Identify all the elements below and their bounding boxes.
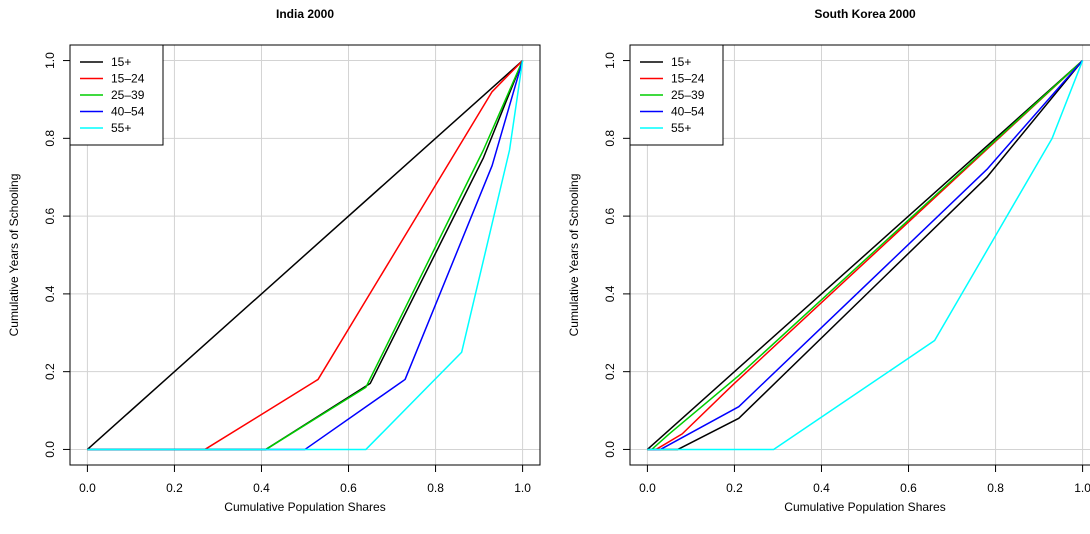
- korea-x-tick-label: 1.0: [1074, 481, 1090, 495]
- india-x-tick-label: 0.8: [427, 481, 444, 495]
- india-legend-label-4: 55+: [111, 121, 131, 135]
- korea-y-tick-label: 0.8: [603, 130, 617, 147]
- korea-equality-line: [646, 59, 1084, 451]
- india-equality-line: [86, 59, 524, 451]
- india-x-tick-label: 0.4: [253, 481, 270, 495]
- korea-x-tick-label: 0.2: [726, 481, 743, 495]
- india-x-tick-label: 0.2: [166, 481, 183, 495]
- india-legend-label-0: 15+: [111, 55, 131, 69]
- korea-y-tick-label: 0.0: [603, 441, 617, 458]
- korea-legend-label-4: 55+: [671, 121, 691, 135]
- korea-y-tick-label: 0.6: [603, 207, 617, 224]
- korea-plot-frame: [629, 44, 1090, 466]
- india-y-tick-label: 0.4: [43, 285, 57, 302]
- india-y-tick-label: 0.6: [43, 207, 57, 224]
- india-y-tick-label: 0.8: [43, 130, 57, 147]
- korea-chart-title: South Korea 2000: [814, 7, 916, 21]
- korea-y-axis-label: Cumulative Years of Schooling: [567, 174, 581, 337]
- india-x-tick-label: 1.0: [514, 481, 531, 495]
- india-x-axis-label: Cumulative Population Shares: [224, 500, 385, 514]
- india-plot-frame: [69, 44, 541, 466]
- india-legend: 15+ 15–24 25–39 40–54 55+: [69, 44, 164, 146]
- korea-x-tick-label: 0.0: [639, 481, 656, 495]
- india-y-tick-label: 0.2: [43, 363, 57, 380]
- india-chart-title: India 2000: [276, 7, 334, 21]
- korea-x-tick-label: 0.8: [987, 481, 1004, 495]
- korea-legend-label-3: 40–54: [671, 105, 705, 119]
- korea-x-tick-label: 0.6: [900, 481, 917, 495]
- india-y-tick-label: 1.0: [43, 52, 57, 69]
- india-y-axis-label: Cumulative Years of Schooling: [7, 174, 21, 337]
- india-series-line-4: [87, 60, 524, 451]
- india-legend-label-2: 25–39: [111, 88, 145, 102]
- korea-x-tick-label: 0.4: [813, 481, 830, 495]
- korea-legend: 15+ 15–24 25–39 40–54 55+: [629, 44, 724, 146]
- india-y-tick-label: 0.0: [43, 441, 57, 458]
- korea-x-axis-label: Cumulative Population Shares: [784, 500, 945, 514]
- india-x-tick-label: 0.0: [79, 481, 96, 495]
- korea-y-tick-label: 1.0: [603, 52, 617, 69]
- korea-y-tick-label: 0.2: [603, 363, 617, 380]
- india-x-tick-label: 0.6: [340, 481, 357, 495]
- india-legend-label-3: 40–54: [111, 105, 145, 119]
- india-panel: 0.0 0.2 0.4 0.6 0.8 1.0 0.0 0.2 0.4 0.6 0.8 1.0 Indi…: [7, 7, 541, 514]
- korea-panel: 0.0 0.2 0.4 0.6 0.8 1.0 0.0 0.2 0.4 0.6 0.8 1.0 Sout…: [567, 7, 1090, 514]
- korea-series-line-4: [647, 60, 1084, 451]
- korea-legend-label-2: 25–39: [671, 88, 705, 102]
- korea-legend-label-0: 15+: [671, 55, 691, 69]
- korea-legend-label-1: 15–24: [671, 72, 705, 86]
- korea-y-tick-label: 0.4: [603, 285, 617, 302]
- india-legend-label-1: 15–24: [111, 72, 145, 86]
